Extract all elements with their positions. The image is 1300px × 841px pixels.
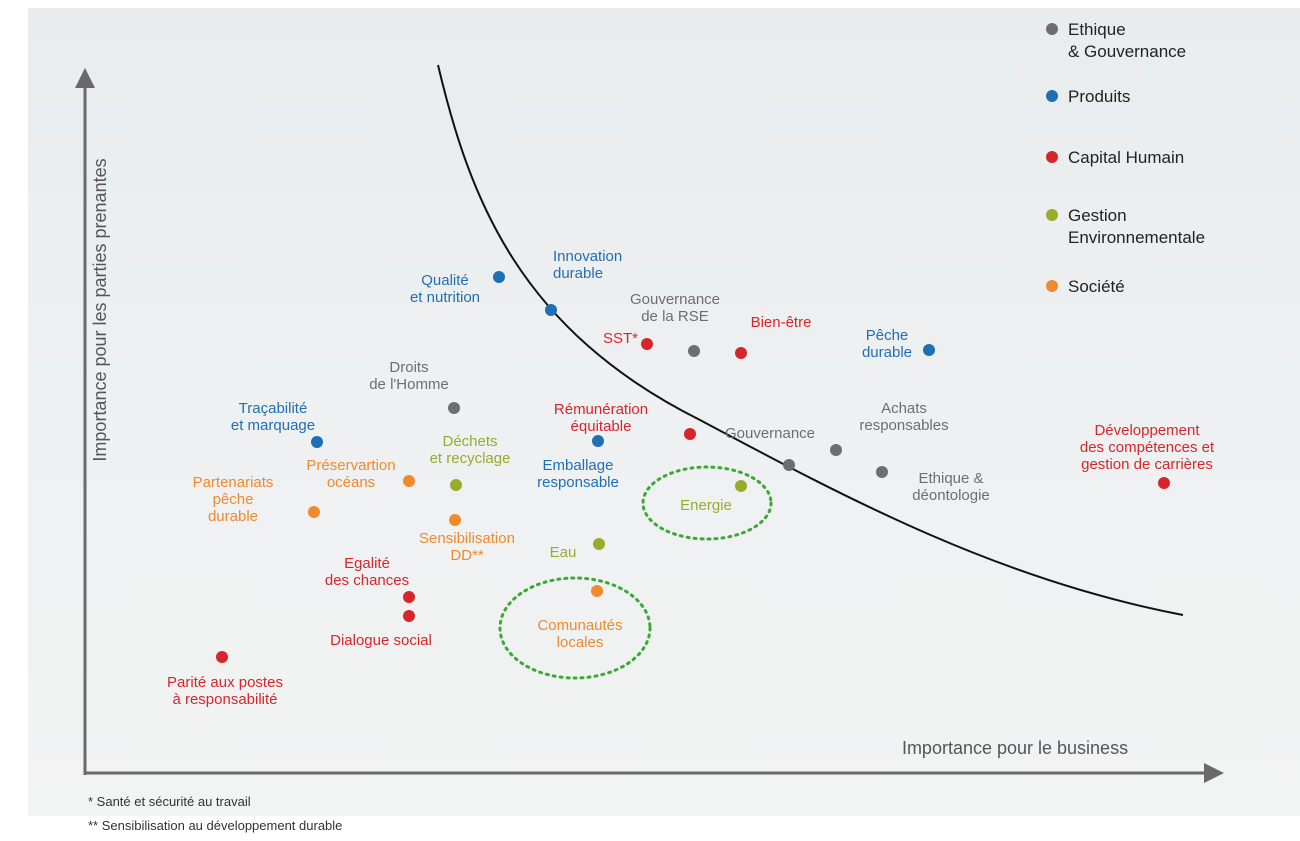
topic-label: océans (327, 474, 375, 491)
topic-dot (403, 475, 415, 487)
topic-dot (735, 480, 747, 492)
legend-dot (1046, 280, 1058, 292)
topic-label: Comunautés (537, 617, 622, 634)
topic-label: à responsabilité (172, 691, 277, 708)
topic-label: Partenariats (193, 474, 274, 491)
topic-dot (493, 271, 505, 283)
topic-dot (876, 466, 888, 478)
legend-label: & Gouvernance (1068, 42, 1186, 61)
topic-dot (450, 479, 462, 491)
legend-label: Ethique (1068, 20, 1126, 39)
topic-dot (449, 514, 461, 526)
legend-label: Produits (1068, 87, 1130, 106)
topic-label: Qualité (421, 272, 469, 289)
topic-label: Droits (389, 359, 428, 376)
topic-label: Rémunération (554, 401, 648, 418)
topic-dot (688, 345, 700, 357)
topic-label: de la RSE (641, 308, 709, 325)
topic-label: durable (553, 265, 603, 282)
topic-dot (735, 347, 747, 359)
topic-label: responsable (537, 474, 619, 491)
topic-label: Parité aux postes (167, 674, 283, 691)
x-arrow (1204, 763, 1224, 783)
legend-label: Société (1068, 277, 1125, 296)
topic-dot (592, 435, 604, 447)
legend-label: Gestion (1068, 206, 1127, 225)
topic-label: Sensibilisation (419, 530, 515, 547)
topic-label: des compétences et (1080, 439, 1215, 456)
background (28, 8, 1300, 816)
topic-dot (545, 304, 557, 316)
topic-label: Dialogue social (330, 632, 432, 649)
topic-label: DD** (450, 547, 484, 564)
legend-label: Environnementale (1068, 228, 1205, 247)
topic-label: pêche (213, 491, 254, 508)
legend-dot (1046, 90, 1058, 102)
topic-label: gestion de carrières (1081, 456, 1213, 473)
topic-label: durable (862, 344, 912, 361)
topic-dot (403, 610, 415, 622)
topic-label: Eau (550, 544, 577, 561)
legend-dot (1046, 23, 1058, 35)
topic-label: Ethique & (918, 470, 983, 487)
topic-label: Achats (881, 400, 927, 417)
topic-label: Egalité (344, 555, 390, 572)
topic-dot (593, 538, 605, 550)
topic-label: durable (208, 508, 258, 525)
footnote: ** Sensibilisation au développement dura… (88, 818, 342, 833)
topic-label: et recyclage (430, 450, 511, 467)
topic-label: Développement (1094, 422, 1200, 439)
topic-label: locales (557, 634, 604, 651)
topic-label: de l'Homme (369, 376, 449, 393)
topic-label: Gouvernance (725, 425, 815, 442)
topic-dot (783, 459, 795, 471)
topic-label: des chances (325, 572, 409, 589)
topic-dot (311, 436, 323, 448)
topic-dot (830, 444, 842, 456)
topic-dot (216, 651, 228, 663)
topic-label: déontologie (912, 487, 990, 504)
topic-label: Bien-être (751, 314, 812, 331)
topic-label: Emballage (543, 457, 614, 474)
topic-label: et marquage (231, 417, 315, 434)
topic-label: Gouvernance (630, 291, 720, 308)
topic-dot (641, 338, 653, 350)
topic-dot (403, 591, 415, 603)
topic-label: SST* (603, 330, 638, 347)
topic-dot (448, 402, 460, 414)
topic-label: Déchets (442, 433, 497, 450)
y-arrow (75, 68, 95, 88)
legend-label: Capital Humain (1068, 148, 1184, 167)
highlight-ellipse (498, 576, 652, 680)
legend-dot (1046, 151, 1058, 163)
topic-dot (1158, 477, 1170, 489)
topic-dot (684, 428, 696, 440)
highlight-ellipse (641, 465, 773, 541)
topic-label: équitable (571, 418, 632, 435)
topic-dot (591, 585, 603, 597)
topic-dot (923, 344, 935, 356)
legend-dot (1046, 209, 1058, 221)
x-axis-label: Importance pour le business (902, 738, 1128, 758)
topic-label: Pêche (866, 327, 909, 344)
topic-label: Préservartion (306, 457, 395, 474)
topic-label: Innovation (553, 248, 622, 265)
topic-label: Traçabilité (239, 400, 308, 417)
footnote: * Santé et sécurité au travail (88, 794, 251, 809)
topic-dot (308, 506, 320, 518)
materiality-curve (437, 64, 1184, 616)
y-axis-label: Importance pour les parties prenantes (90, 158, 110, 461)
topic-label: Energie (680, 497, 732, 514)
topic-label: et nutrition (410, 289, 480, 306)
topic-label: responsables (859, 417, 948, 434)
